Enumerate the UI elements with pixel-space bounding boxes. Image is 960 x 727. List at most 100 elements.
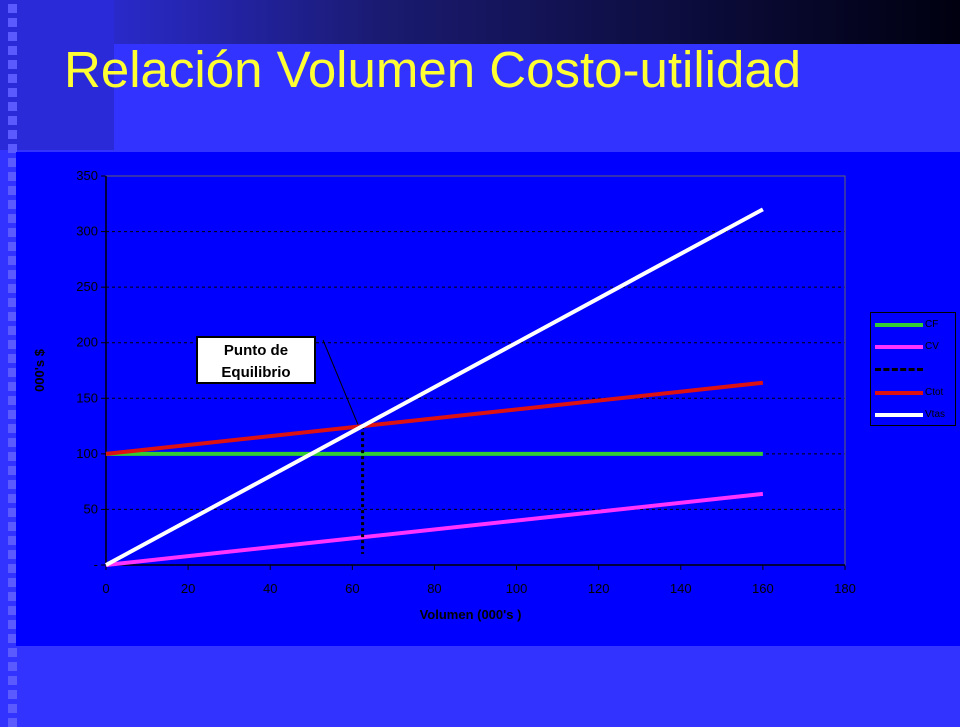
x-tick-label: 20	[181, 581, 195, 596]
decor-square	[8, 662, 17, 671]
legend-swatch-cf	[875, 323, 923, 327]
x-tick-label: 100	[506, 581, 528, 596]
y-tick-label: 300	[76, 224, 98, 239]
y-tick-label: 100	[76, 446, 98, 461]
x-tick-label: 0	[102, 581, 109, 596]
legend-label-ctot: Ctot	[925, 387, 944, 398]
decor-square	[8, 102, 17, 111]
decor-square	[8, 564, 17, 573]
decor-square	[8, 648, 17, 657]
legend-item-dotted	[875, 361, 955, 375]
decor-square	[8, 536, 17, 545]
decor-square	[8, 60, 17, 69]
x-tick-label: 80	[427, 581, 441, 596]
decor-square	[8, 228, 17, 237]
series-line-cv	[105, 491, 764, 567]
y-tick-label: 50	[84, 501, 98, 516]
left-decor-strip	[0, 0, 114, 150]
decor-square	[8, 508, 17, 517]
decor-square	[8, 550, 17, 559]
x-tick-label: 180	[834, 581, 856, 596]
decor-square	[8, 172, 17, 181]
decor-square	[8, 74, 17, 83]
callout-leader-line	[322, 339, 360, 427]
decor-square	[8, 242, 17, 251]
x-axis-title: Volumen (000's )	[420, 607, 522, 622]
decor-square	[8, 634, 17, 643]
legend-label-vtas: Vtas	[925, 409, 946, 420]
decor-square	[8, 284, 17, 293]
chart-area: - 50 100 150 200 250 300 350 0 20 40 60 80 100 120 140 1…	[16, 152, 960, 646]
y-tick-label: 200	[76, 335, 98, 350]
decor-square	[8, 718, 17, 727]
chart-legend: CF CV Ctot Vtas	[870, 312, 956, 426]
decor-square	[8, 158, 17, 167]
decor-square	[8, 88, 17, 97]
decor-square	[8, 368, 17, 377]
y-tick-label: 350	[76, 168, 98, 183]
decor-square	[8, 382, 17, 391]
chart-svg: - 50 100 150 200 250 300 350 0 20 40 60 80 100 120 140 1…	[32, 168, 856, 622]
top-gradient-bar	[0, 0, 960, 44]
callout-line-2: Equilibrio	[221, 364, 291, 381]
y-tick-label: 250	[76, 279, 98, 294]
legend-item-cv: CV	[875, 339, 955, 353]
series-line-ctot	[105, 380, 764, 456]
decor-square	[8, 452, 17, 461]
decor-square	[8, 200, 17, 209]
decor-square	[8, 312, 17, 321]
decor-square	[8, 46, 17, 55]
decor-square	[8, 410, 17, 419]
decor-square	[8, 606, 17, 615]
x-tick-label: 120	[588, 581, 610, 596]
decor-square	[8, 676, 17, 685]
decor-square	[8, 186, 17, 195]
legend-swatch-vtas	[875, 413, 923, 417]
decorative-squares	[8, 0, 20, 727]
legend-item-cf: CF	[875, 317, 955, 331]
decor-square	[8, 438, 17, 447]
legend-item-ctot: Ctot	[875, 385, 955, 399]
legend-swatch-cv	[875, 345, 923, 349]
legend-item-vtas: Vtas	[875, 407, 955, 421]
decor-square	[8, 32, 17, 41]
x-tick-label: 40	[263, 581, 277, 596]
decor-square	[8, 522, 17, 531]
decor-square	[8, 354, 17, 363]
slide-title: Relación Volumen Costo-utilidad	[64, 41, 802, 98]
decor-square	[8, 466, 17, 475]
callout-line-1: Punto de	[223, 342, 289, 359]
decor-square	[8, 18, 17, 27]
decor-square	[8, 620, 17, 629]
decor-square	[8, 4, 17, 13]
decor-square	[8, 130, 17, 139]
decor-square	[8, 578, 17, 587]
legend-label-cf: CF	[925, 319, 939, 330]
break-even-callout: Punto de Equilibrio	[196, 336, 316, 384]
decor-square	[8, 256, 17, 265]
decor-square	[8, 704, 17, 713]
decor-square	[8, 144, 17, 153]
decor-square	[8, 326, 17, 335]
decor-square	[8, 298, 17, 307]
y-tick-label: 150	[76, 390, 98, 405]
y-axis-title: 000's $	[32, 348, 47, 392]
legend-swatch-ctot	[875, 391, 923, 395]
decor-square	[8, 592, 17, 601]
decor-square	[8, 214, 17, 223]
decor-square	[8, 690, 17, 699]
x-tick-label: 60	[345, 581, 359, 596]
y-tick-label: -	[94, 557, 98, 572]
decor-square	[8, 480, 17, 489]
x-tick-label: 140	[670, 581, 692, 596]
decor-square	[8, 494, 17, 503]
decor-square	[8, 396, 17, 405]
legend-label-cv: CV	[925, 341, 939, 352]
x-tick-label: 160	[752, 581, 774, 596]
series-line-vtas	[105, 207, 764, 567]
legend-swatch-dotted	[875, 368, 923, 371]
decor-square	[8, 424, 17, 433]
decor-square	[8, 116, 17, 125]
decor-square	[8, 340, 17, 349]
decor-square	[8, 270, 17, 279]
